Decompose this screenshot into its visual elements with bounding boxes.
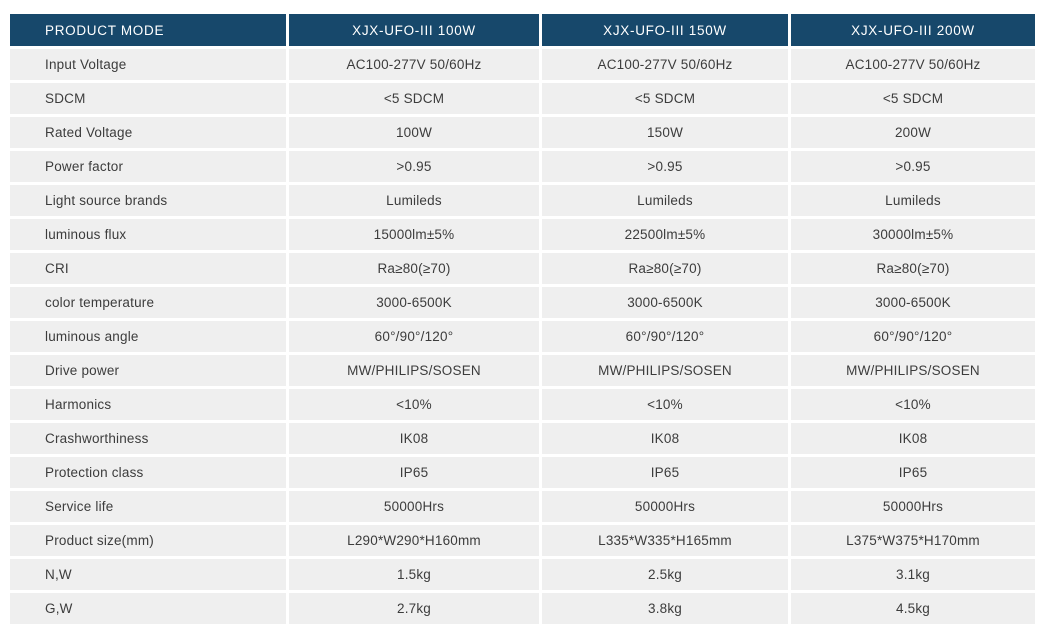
spec-label: N,W <box>10 559 286 590</box>
spec-value-150w: IP65 <box>542 457 788 488</box>
spec-value-200w: IP65 <box>791 457 1035 488</box>
table-row: Rated Voltage 100W 150W 200W <box>10 117 1035 148</box>
spec-value-150w: 50000Hrs <box>542 491 788 522</box>
spec-value-100w: L290*W290*H160mm <box>289 525 539 556</box>
spec-value-150w: Lumileds <box>542 185 788 216</box>
spec-value-100w: 3000-6500K <box>289 287 539 318</box>
spec-value-200w: AC100-277V 50/60Hz <box>791 49 1035 80</box>
table-row: Light source brands Lumileds Lumileds Lu… <box>10 185 1035 216</box>
table-row: Product size(mm) L290*W290*H160mm L335*W… <box>10 525 1035 556</box>
spec-value-150w: AC100-277V 50/60Hz <box>542 49 788 80</box>
spec-value-150w: 150W <box>542 117 788 148</box>
spec-value-100w: Lumileds <box>289 185 539 216</box>
spec-value-200w: 30000lm±5% <box>791 219 1035 250</box>
table-row: CRI Ra≥80(≥70) Ra≥80(≥70) Ra≥80(≥70) <box>10 253 1035 284</box>
spec-value-100w: 15000lm±5% <box>289 219 539 250</box>
spec-value-100w: 60°/90°/120° <box>289 321 539 352</box>
spec-value-150w: IK08 <box>542 423 788 454</box>
spec-table: PRODUCT MODE XJX-UFO-III 100W XJX-UFO-II… <box>10 14 1035 627</box>
table-row: N,W 1.5kg 2.5kg 3.1kg <box>10 559 1035 590</box>
spec-value-200w: IK08 <box>791 423 1035 454</box>
spec-value-150w: 3.8kg <box>542 593 788 624</box>
spec-label: Harmonics <box>10 389 286 420</box>
spec-value-100w: <5 SDCM <box>289 83 539 114</box>
spec-value-200w: 50000Hrs <box>791 491 1035 522</box>
spec-value-150w: 3000-6500K <box>542 287 788 318</box>
spec-value-200w: >0.95 <box>791 151 1035 182</box>
header-model-200w: XJX-UFO-III 200W <box>791 14 1035 46</box>
table-row: luminous angle 60°/90°/120° 60°/90°/120°… <box>10 321 1035 352</box>
table-row: SDCM <5 SDCM <5 SDCM <5 SDCM <box>10 83 1035 114</box>
table-row: Input Voltage AC100-277V 50/60Hz AC100-2… <box>10 49 1035 80</box>
table-row: Crashworthiness IK08 IK08 IK08 <box>10 423 1035 454</box>
spec-label: Product size(mm) <box>10 525 286 556</box>
spec-value-100w: IK08 <box>289 423 539 454</box>
spec-label: Crashworthiness <box>10 423 286 454</box>
spec-value-150w: >0.95 <box>542 151 788 182</box>
spec-label: Rated Voltage <box>10 117 286 148</box>
spec-value-150w: 60°/90°/120° <box>542 321 788 352</box>
spec-label: luminous angle <box>10 321 286 352</box>
spec-label: color temperature <box>10 287 286 318</box>
spec-value-150w: <10% <box>542 389 788 420</box>
spec-value-100w: >0.95 <box>289 151 539 182</box>
spec-value-200w: Ra≥80(≥70) <box>791 253 1035 284</box>
table-body: Input Voltage AC100-277V 50/60Hz AC100-2… <box>10 49 1035 624</box>
spec-value-100w: Ra≥80(≥70) <box>289 253 539 284</box>
spec-label: Service life <box>10 491 286 522</box>
spec-value-100w: 1.5kg <box>289 559 539 590</box>
spec-value-150w: 2.5kg <box>542 559 788 590</box>
spec-label: Drive power <box>10 355 286 386</box>
spec-value-200w: MW/PHILIPS/SOSEN <box>791 355 1035 386</box>
spec-value-100w: MW/PHILIPS/SOSEN <box>289 355 539 386</box>
spec-value-150w: L335*W335*H165mm <box>542 525 788 556</box>
spec-value-150w: 22500lm±5% <box>542 219 788 250</box>
spec-value-100w: <10% <box>289 389 539 420</box>
spec-value-200w: L375*W375*H170mm <box>791 525 1035 556</box>
spec-value-100w: 100W <box>289 117 539 148</box>
spec-value-200w: 60°/90°/120° <box>791 321 1035 352</box>
spec-label: CRI <box>10 253 286 284</box>
spec-label: Light source brands <box>10 185 286 216</box>
spec-label: Power factor <box>10 151 286 182</box>
header-product-mode: PRODUCT MODE <box>10 14 286 46</box>
spec-value-200w: <5 SDCM <box>791 83 1035 114</box>
spec-value-200w: 3.1kg <box>791 559 1035 590</box>
spec-value-200w: Lumileds <box>791 185 1035 216</box>
spec-label: luminous flux <box>10 219 286 250</box>
spec-value-100w: AC100-277V 50/60Hz <box>289 49 539 80</box>
spec-value-100w: 2.7kg <box>289 593 539 624</box>
spec-label: Protection class <box>10 457 286 488</box>
spec-value-200w: 200W <box>791 117 1035 148</box>
table-row: Drive power MW/PHILIPS/SOSEN MW/PHILIPS/… <box>10 355 1035 386</box>
spec-label: SDCM <box>10 83 286 114</box>
table-row: Power factor >0.95 >0.95 >0.95 <box>10 151 1035 182</box>
header-model-150w: XJX-UFO-III 150W <box>542 14 788 46</box>
table-row: luminous flux 15000lm±5% 22500lm±5% 3000… <box>10 219 1035 250</box>
spec-value-100w: IP65 <box>289 457 539 488</box>
table-header-row: PRODUCT MODE XJX-UFO-III 100W XJX-UFO-II… <box>10 14 1035 46</box>
table-row: Protection class IP65 IP65 IP65 <box>10 457 1035 488</box>
spec-value-150w: MW/PHILIPS/SOSEN <box>542 355 788 386</box>
table-row: G,W 2.7kg 3.8kg 4.5kg <box>10 593 1035 624</box>
spec-value-150w: Ra≥80(≥70) <box>542 253 788 284</box>
spec-label: G,W <box>10 593 286 624</box>
table-row: Harmonics <10% <10% <10% <box>10 389 1035 420</box>
header-model-100w: XJX-UFO-III 100W <box>289 14 539 46</box>
table-row: color temperature 3000-6500K 3000-6500K … <box>10 287 1035 318</box>
spec-label: Input Voltage <box>10 49 286 80</box>
spec-value-100w: 50000Hrs <box>289 491 539 522</box>
spec-value-150w: <5 SDCM <box>542 83 788 114</box>
spec-value-200w: 3000-6500K <box>791 287 1035 318</box>
spec-value-200w: <10% <box>791 389 1035 420</box>
spec-value-200w: 4.5kg <box>791 593 1035 624</box>
table-row: Service life 50000Hrs 50000Hrs 50000Hrs <box>10 491 1035 522</box>
